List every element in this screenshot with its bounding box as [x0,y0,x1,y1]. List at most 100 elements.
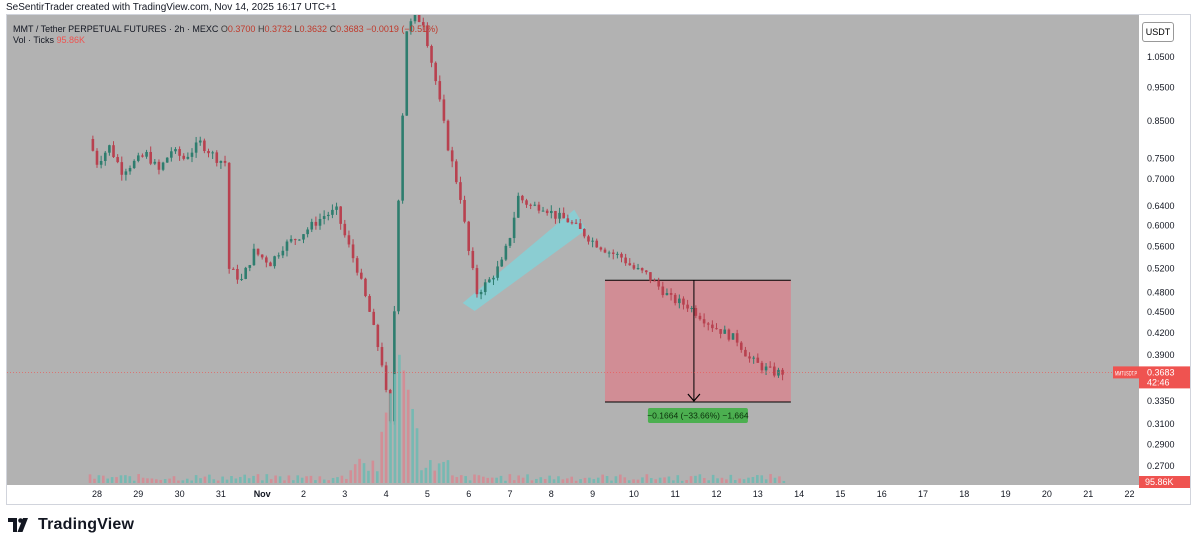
candle-body [587,236,590,242]
volume-bar [764,479,768,483]
currency-button[interactable]: USDT [1142,22,1174,42]
y-tick-label: 0.6000 [1147,221,1175,231]
candle-body [653,280,656,282]
volume-bar [420,470,423,483]
candle-body [686,304,689,309]
candle-body [731,333,735,340]
volume-bar [751,476,755,483]
candle-body [116,157,119,163]
volume-bar [782,480,786,483]
candle-body [302,234,305,240]
volume-bar [380,431,384,483]
x-tick-label: 14 [794,489,804,499]
candle-body [211,152,214,154]
rising-channel-annotation [462,209,587,312]
candle-body [372,311,376,325]
volume-bar [760,475,764,483]
candle-body [566,218,570,223]
candle-body [537,204,541,211]
volume-bar [265,474,269,483]
candle-body [554,210,557,219]
x-tick-label: 12 [711,489,721,499]
volume-bar [238,476,242,483]
volume-bar [141,477,145,483]
y-tick-label: 0.5200 [1147,264,1175,274]
volume-bar [672,480,675,483]
candle-body [463,199,466,222]
volume-bar [605,476,609,483]
volume-bar [256,474,260,483]
volume-bar [632,479,635,483]
x-tick-label: 21 [1083,489,1093,499]
candle-body [628,263,632,266]
change-value: −0.0019 (−0.51%) [366,24,439,34]
candle-body [496,266,499,278]
candle-body [380,347,384,366]
volume-bar [773,477,777,483]
candle-body [541,210,545,212]
volume-bar [477,475,481,483]
volume-bar [442,461,445,483]
candle-body [190,152,194,157]
candle-body [339,206,342,224]
volume-bar [234,478,238,483]
x-tick-label: 6 [466,489,471,499]
x-tick-label: 5 [425,489,430,499]
volume-bar [185,478,189,483]
price-chart[interactable]: 1.0500 0.9500 0.8500 0.7500 0.7000 0.6400 0.60… [7,15,1191,505]
volume-bar [566,478,569,483]
volume-bar [336,477,339,483]
volume-bar [658,477,662,483]
volume-bar [287,475,291,483]
price-tag-value: 0.3683 [1147,367,1175,377]
volume-bar [411,408,414,483]
volume-bar [747,477,750,483]
volume-bar [486,477,490,483]
volume-bar [504,480,507,483]
x-tick-label: 13 [753,489,763,499]
candle-body [702,319,706,324]
x-tick-label: 9 [590,489,595,499]
candle-body [120,162,124,175]
volume-bar [190,480,193,483]
candle-body [343,223,347,236]
volume-bar [499,475,503,483]
volume-bar [596,477,600,483]
y-tick-label: 0.3900 [1147,350,1175,360]
candle-body [421,22,425,26]
candle-body [347,235,351,245]
volume-bar [685,480,688,483]
candle-body [781,369,784,375]
symbol-title[interactable]: MMT / Tether PERPETUAL FUTURES · 2h · ME… [13,24,219,34]
volume-bar [181,480,185,483]
candle-body [756,357,760,363]
candle-body [248,265,252,268]
volume-bar [208,474,211,483]
volume-label[interactable]: Vol · Ticks [13,35,55,45]
candle-body [256,248,260,255]
volume-bar [216,480,220,483]
volume-bar [393,374,397,483]
chart-frame[interactable]: MMT / Tether PERPETUAL FUTURES · 2h · ME… [6,14,1191,505]
candle-body [467,221,470,251]
candle-body [525,200,528,205]
volume-bar [689,476,693,483]
candle-body [455,161,458,183]
volume-bar [446,460,450,483]
volume-bar [212,479,216,483]
volume-bar [88,474,92,483]
candle-body [351,244,355,259]
volume-bar [115,477,118,483]
candle-body [442,99,446,121]
candle-body [240,278,243,280]
candle-body [777,369,780,376]
y-tick-label: 0.5600 [1147,241,1175,251]
x-tick-label: 22 [1124,489,1134,499]
price-tag-bg [1139,366,1190,389]
high-label: H [257,24,265,34]
candle-body [368,296,371,312]
candle-body [174,149,177,152]
volume-bar [579,479,582,483]
volume-bar [322,479,326,483]
candle-body [529,204,532,206]
